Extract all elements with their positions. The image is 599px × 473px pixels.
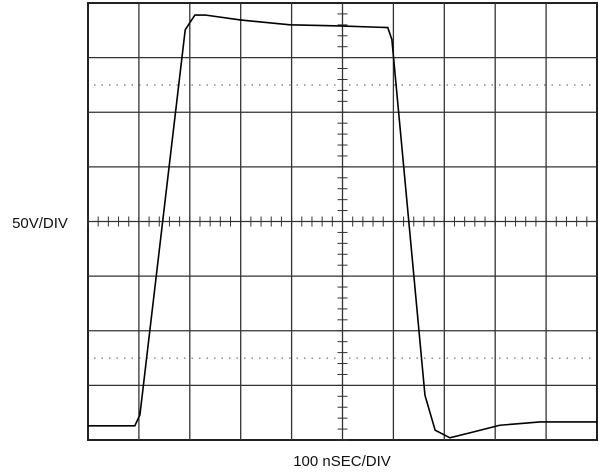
trace [88, 14, 597, 439]
x-axis-label: 100 nSEC/DIV [293, 453, 391, 470]
y-axis-label: 50V/DIV [12, 215, 68, 232]
